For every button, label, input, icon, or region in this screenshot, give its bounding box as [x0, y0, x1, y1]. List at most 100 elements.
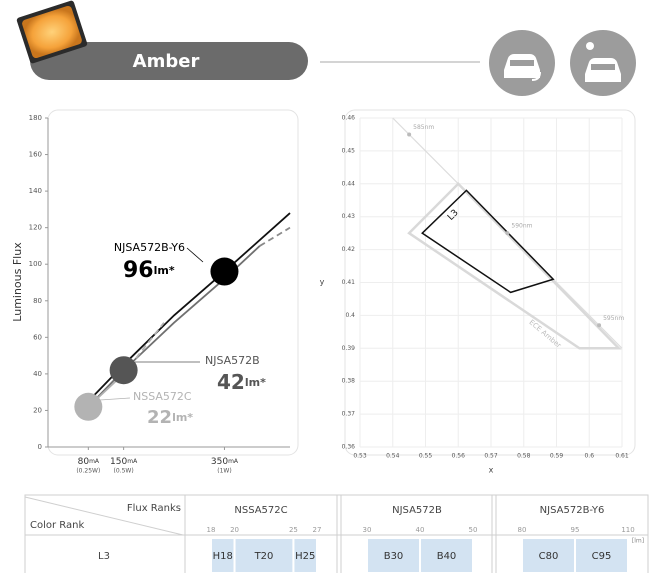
point-number: 42 [217, 370, 245, 394]
group-name: NJSA572B [392, 505, 442, 516]
x-tick-note: (0.5W) [114, 468, 134, 475]
table-frame [24, 494, 649, 573]
led-image [16, 0, 88, 64]
x-tick-label: 0.56 [452, 453, 466, 460]
icon-car-turn [489, 30, 555, 96]
y-axis-label: Luminous Flux [11, 242, 24, 322]
y-tick-label: 0.37 [342, 411, 356, 418]
row-label: L3 [98, 551, 110, 562]
y-axis-label: y [320, 278, 325, 287]
point-unit: lm* [154, 264, 175, 277]
unit: [lm] [632, 538, 644, 545]
point-name: NJSA572B [205, 354, 260, 367]
region [407, 182, 622, 350]
y-tick-label: 0.42 [342, 246, 356, 253]
wavelength-label: 595nm [603, 315, 624, 322]
flux-point [74, 392, 103, 421]
rank-cell [574, 537, 629, 573]
rank-label: H25 [295, 551, 315, 562]
x-tick-number: 150 [110, 457, 127, 467]
point-value: 42lm* [217, 370, 266, 394]
wavelength-dot [505, 231, 510, 236]
y-tick-label: 0 [38, 443, 42, 451]
group-name: NSSA572C [234, 505, 287, 516]
rank-cell [366, 537, 421, 573]
icon-car-day [570, 30, 636, 96]
scale-label: 50 [469, 526, 478, 534]
point-value: 96lm* [123, 258, 175, 283]
x-tick-unit: mA [228, 458, 239, 465]
rank-cell [419, 537, 474, 573]
rank-label: T20 [254, 551, 274, 562]
rank-cell [233, 537, 295, 573]
y-tick-label: 60 [33, 333, 42, 341]
x-tick-label: 0.61 [615, 453, 629, 460]
rank-label: B30 [384, 551, 404, 562]
rank-label: C80 [539, 551, 559, 562]
x-tick-label: 0.58 [517, 453, 531, 460]
y-tick-label: 100 [29, 260, 42, 268]
flux-point [109, 356, 138, 385]
x-tick-label: 0.54 [386, 453, 400, 460]
x-tick-label: 350mA [211, 457, 239, 467]
y-tick-label: 0.38 [342, 378, 356, 385]
point-value: 22lm* [147, 407, 193, 428]
x-tick-label: 0.55 [419, 453, 433, 460]
scale-label: 18 [207, 526, 216, 534]
x-tick-label: 80mA [78, 457, 100, 467]
wavelength-label: 590nm [511, 223, 532, 230]
x-tick-label: 0.59 [550, 453, 564, 460]
x-axis-label: x [489, 466, 494, 475]
y-tick-label: 0.41 [342, 279, 356, 286]
x-tick-number: 350 [211, 457, 228, 467]
x-tick-label: 0.57 [484, 453, 498, 460]
scale-label: 20 [230, 526, 239, 534]
point-number: 96 [123, 258, 154, 283]
wavelength-dot [597, 323, 602, 328]
x-tick-unit: mA [89, 458, 100, 465]
title-bar [30, 42, 308, 80]
leader-line [186, 247, 204, 263]
y-tick-label: 0.46 [342, 115, 356, 122]
rank-cell [292, 537, 319, 573]
point-name: NSSA572C [133, 390, 192, 403]
x-tick-note: (1W) [217, 468, 231, 475]
rank-label: B40 [437, 551, 457, 562]
y-tick-label: 80 [33, 297, 42, 305]
scale-label: 27 [313, 526, 322, 534]
point-unit: lm* [172, 411, 193, 424]
wavelength-label: 585nm [413, 124, 434, 131]
corner-bottom: Color Rank [30, 520, 84, 531]
y-tick-label: 120 [29, 224, 42, 232]
y-tick-label: 0.4 [345, 312, 355, 319]
corner-top: Flux Ranks [127, 503, 181, 514]
y-tick-label: 140 [29, 187, 42, 195]
scale-label: 40 [416, 526, 425, 534]
rank-label: C95 [592, 551, 612, 562]
y-tick-label: 20 [33, 406, 42, 414]
point-unit: lm* [245, 376, 266, 389]
x-tick-label: 0.53 [353, 453, 367, 460]
x-tick-unit: mA [127, 458, 138, 465]
leader-line [99, 397, 131, 401]
x-tick-label: 0.6 [584, 453, 594, 460]
region [421, 189, 555, 294]
wavelength-dot [407, 132, 412, 137]
group-name: NJSA572B-Y6 [540, 505, 605, 516]
y-tick-label: 0.39 [342, 345, 356, 352]
x-tick-label: 150mA [110, 457, 138, 467]
title: Amber [133, 51, 200, 72]
y-tick-label: 0.36 [342, 444, 356, 451]
y-tick-label: 0.44 [342, 180, 356, 187]
y-tick-label: 160 [29, 151, 42, 159]
rank-label: H18 [213, 551, 233, 562]
y-tick-label: 0.45 [342, 147, 356, 154]
point-name: NJSA572B-Y6 [114, 241, 185, 254]
x-tick-note: (0.25W) [76, 468, 100, 475]
scale-label: 95 [571, 526, 580, 534]
y-tick-label: 40 [33, 370, 42, 378]
flux-point [210, 257, 239, 286]
scale-label: 110 [621, 526, 634, 534]
scale-label: 25 [289, 526, 298, 534]
